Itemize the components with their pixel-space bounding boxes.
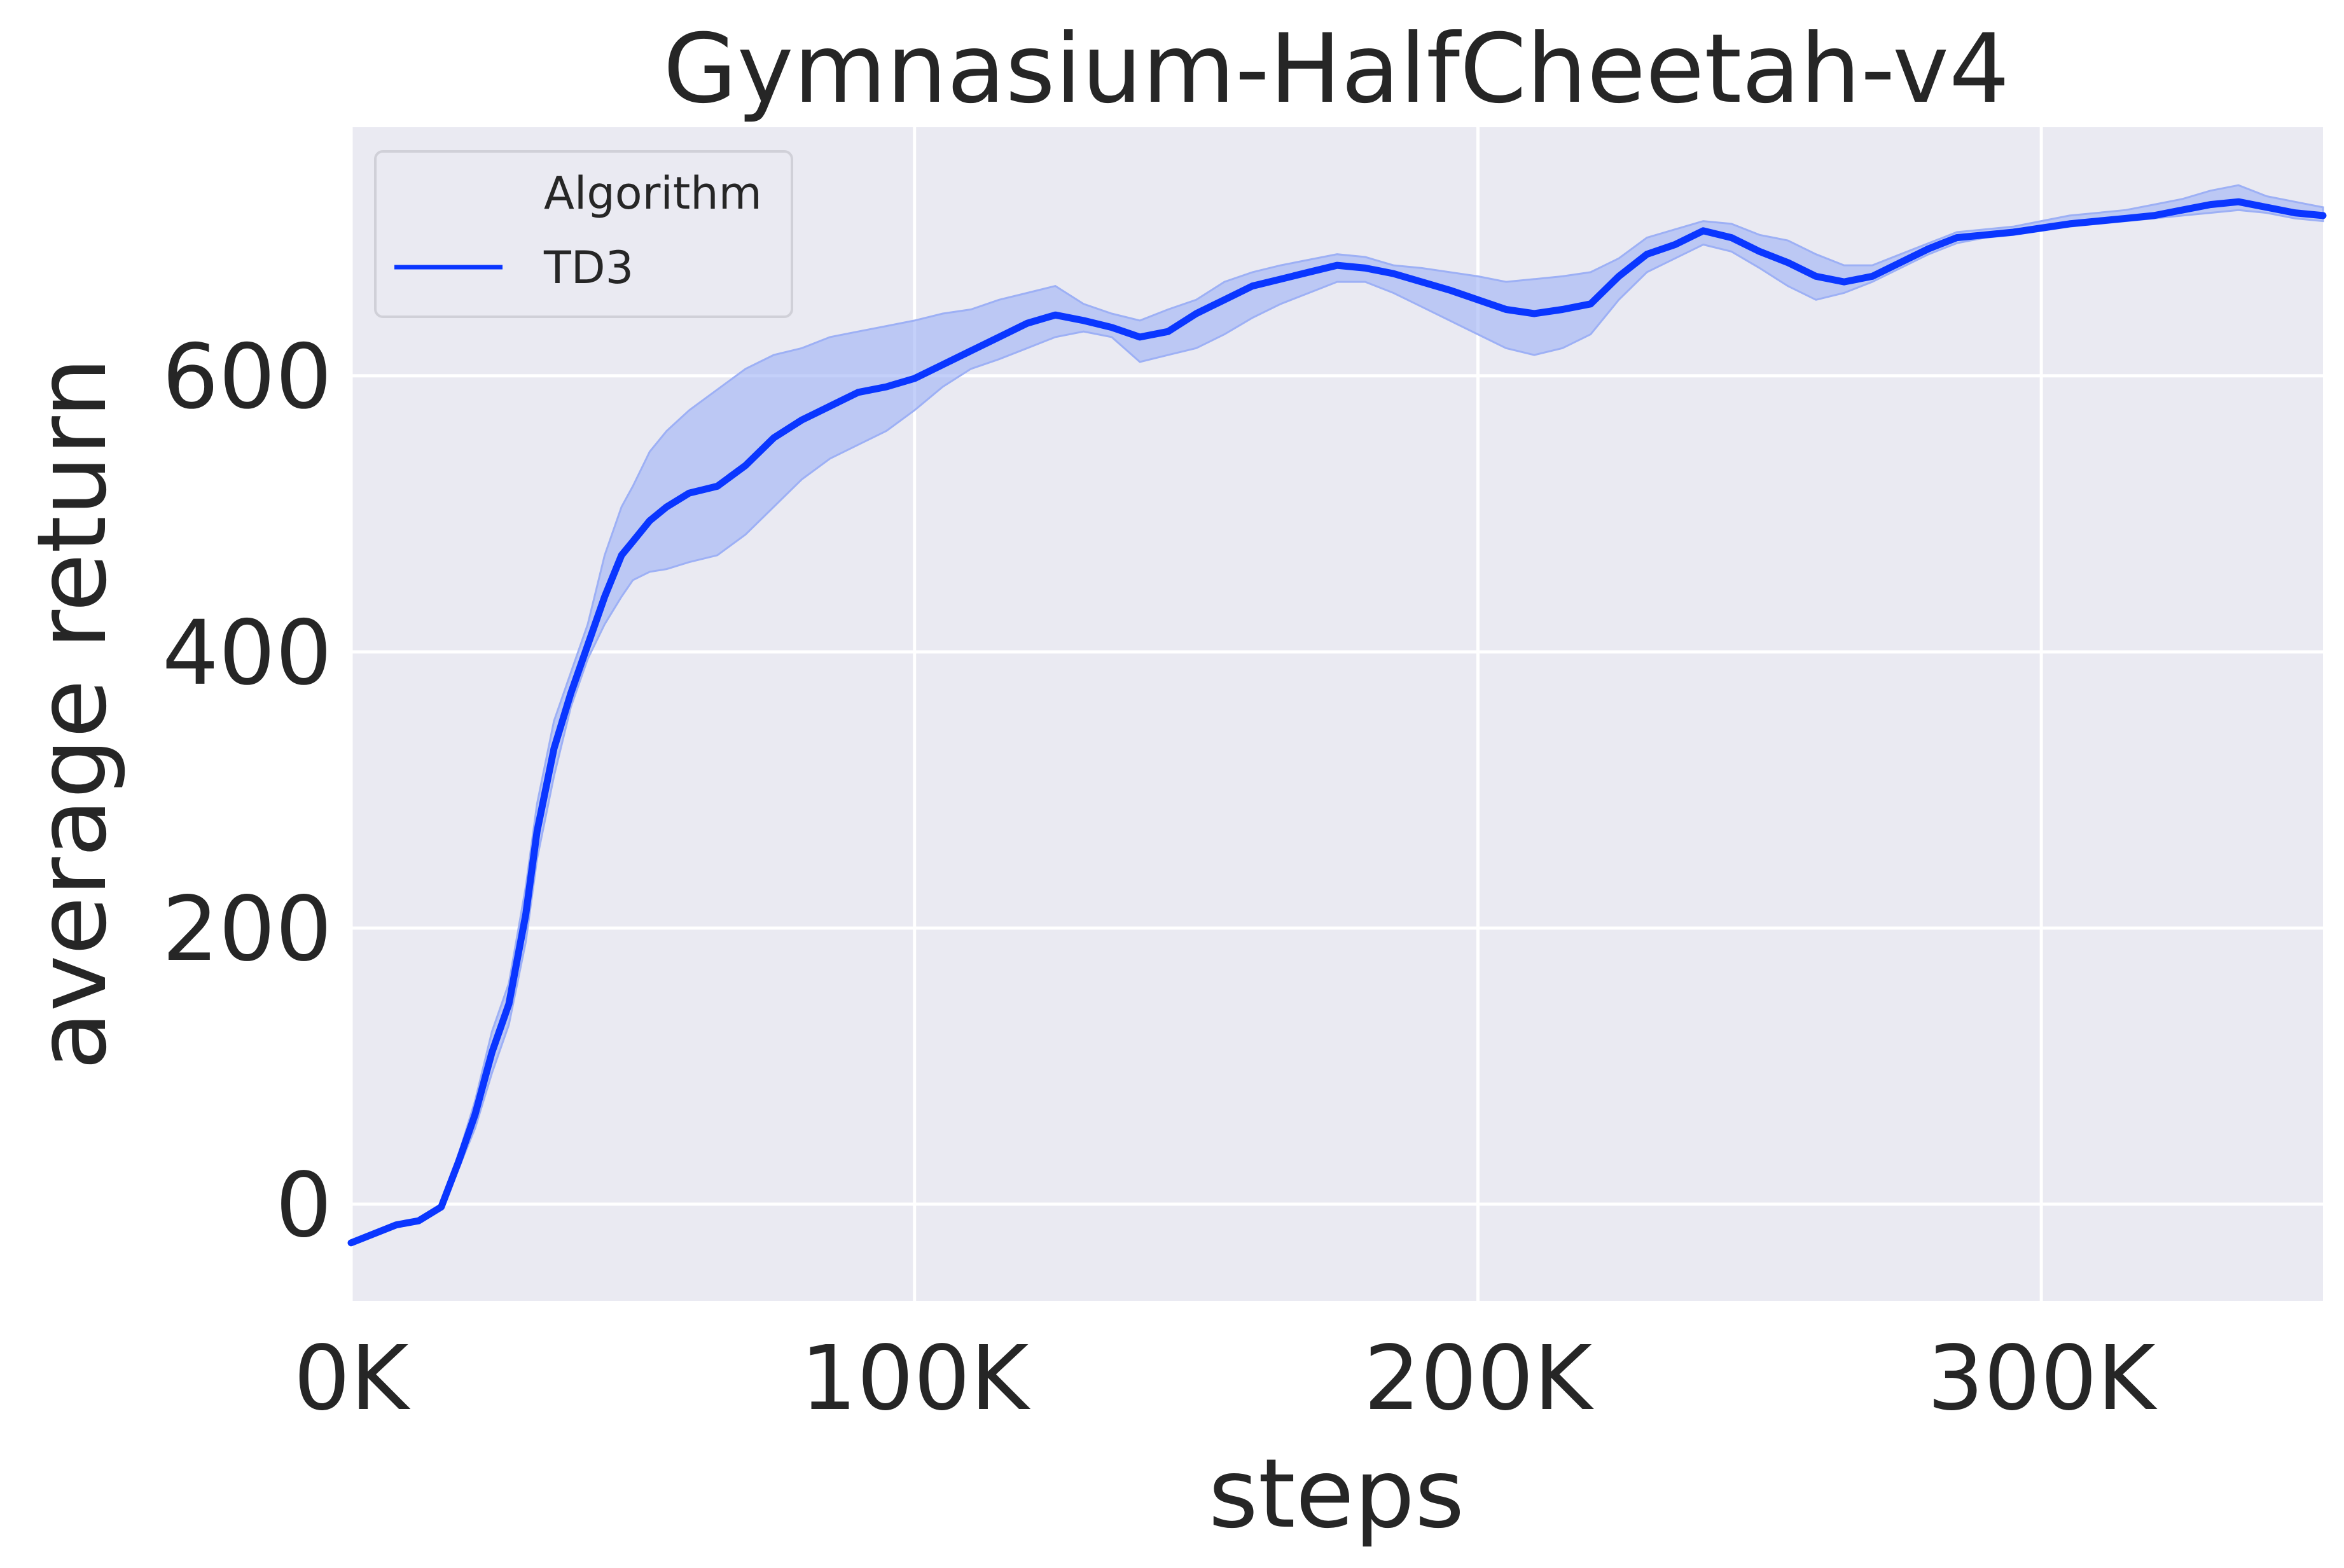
legend-box	[374, 150, 793, 318]
legend: Algorithm TD3	[374, 150, 793, 318]
chart-title: Gymnasium-HalfCheetah-v4	[663, 14, 2010, 125]
y-tick-label: 0	[275, 1154, 332, 1258]
series-line-td3	[347, 198, 2327, 1247]
x-axis-label: steps	[1209, 1439, 1465, 1550]
y-tick-label: 200	[162, 878, 332, 982]
x-tick-label: 0K	[294, 1327, 411, 1431]
legend-title: Algorithm	[544, 167, 762, 219]
y-axis-label: average return	[17, 357, 128, 1070]
legend-entry-td3: TD3	[543, 242, 634, 294]
y-tick-label: 400	[162, 602, 332, 705]
y-tick-labels: 0 200 400 600	[162, 326, 332, 1258]
plot-area	[351, 127, 2323, 1301]
x-tick-label: 300K	[1927, 1327, 2158, 1431]
x-tick-label: 100K	[800, 1327, 1030, 1431]
y-gridlines	[351, 374, 2323, 1206]
x-tick-label: 200K	[1364, 1327, 1594, 1431]
y-tick-label: 600	[162, 326, 332, 429]
x-tick-labels: 0K 100K 200K 300K	[294, 1327, 2158, 1431]
